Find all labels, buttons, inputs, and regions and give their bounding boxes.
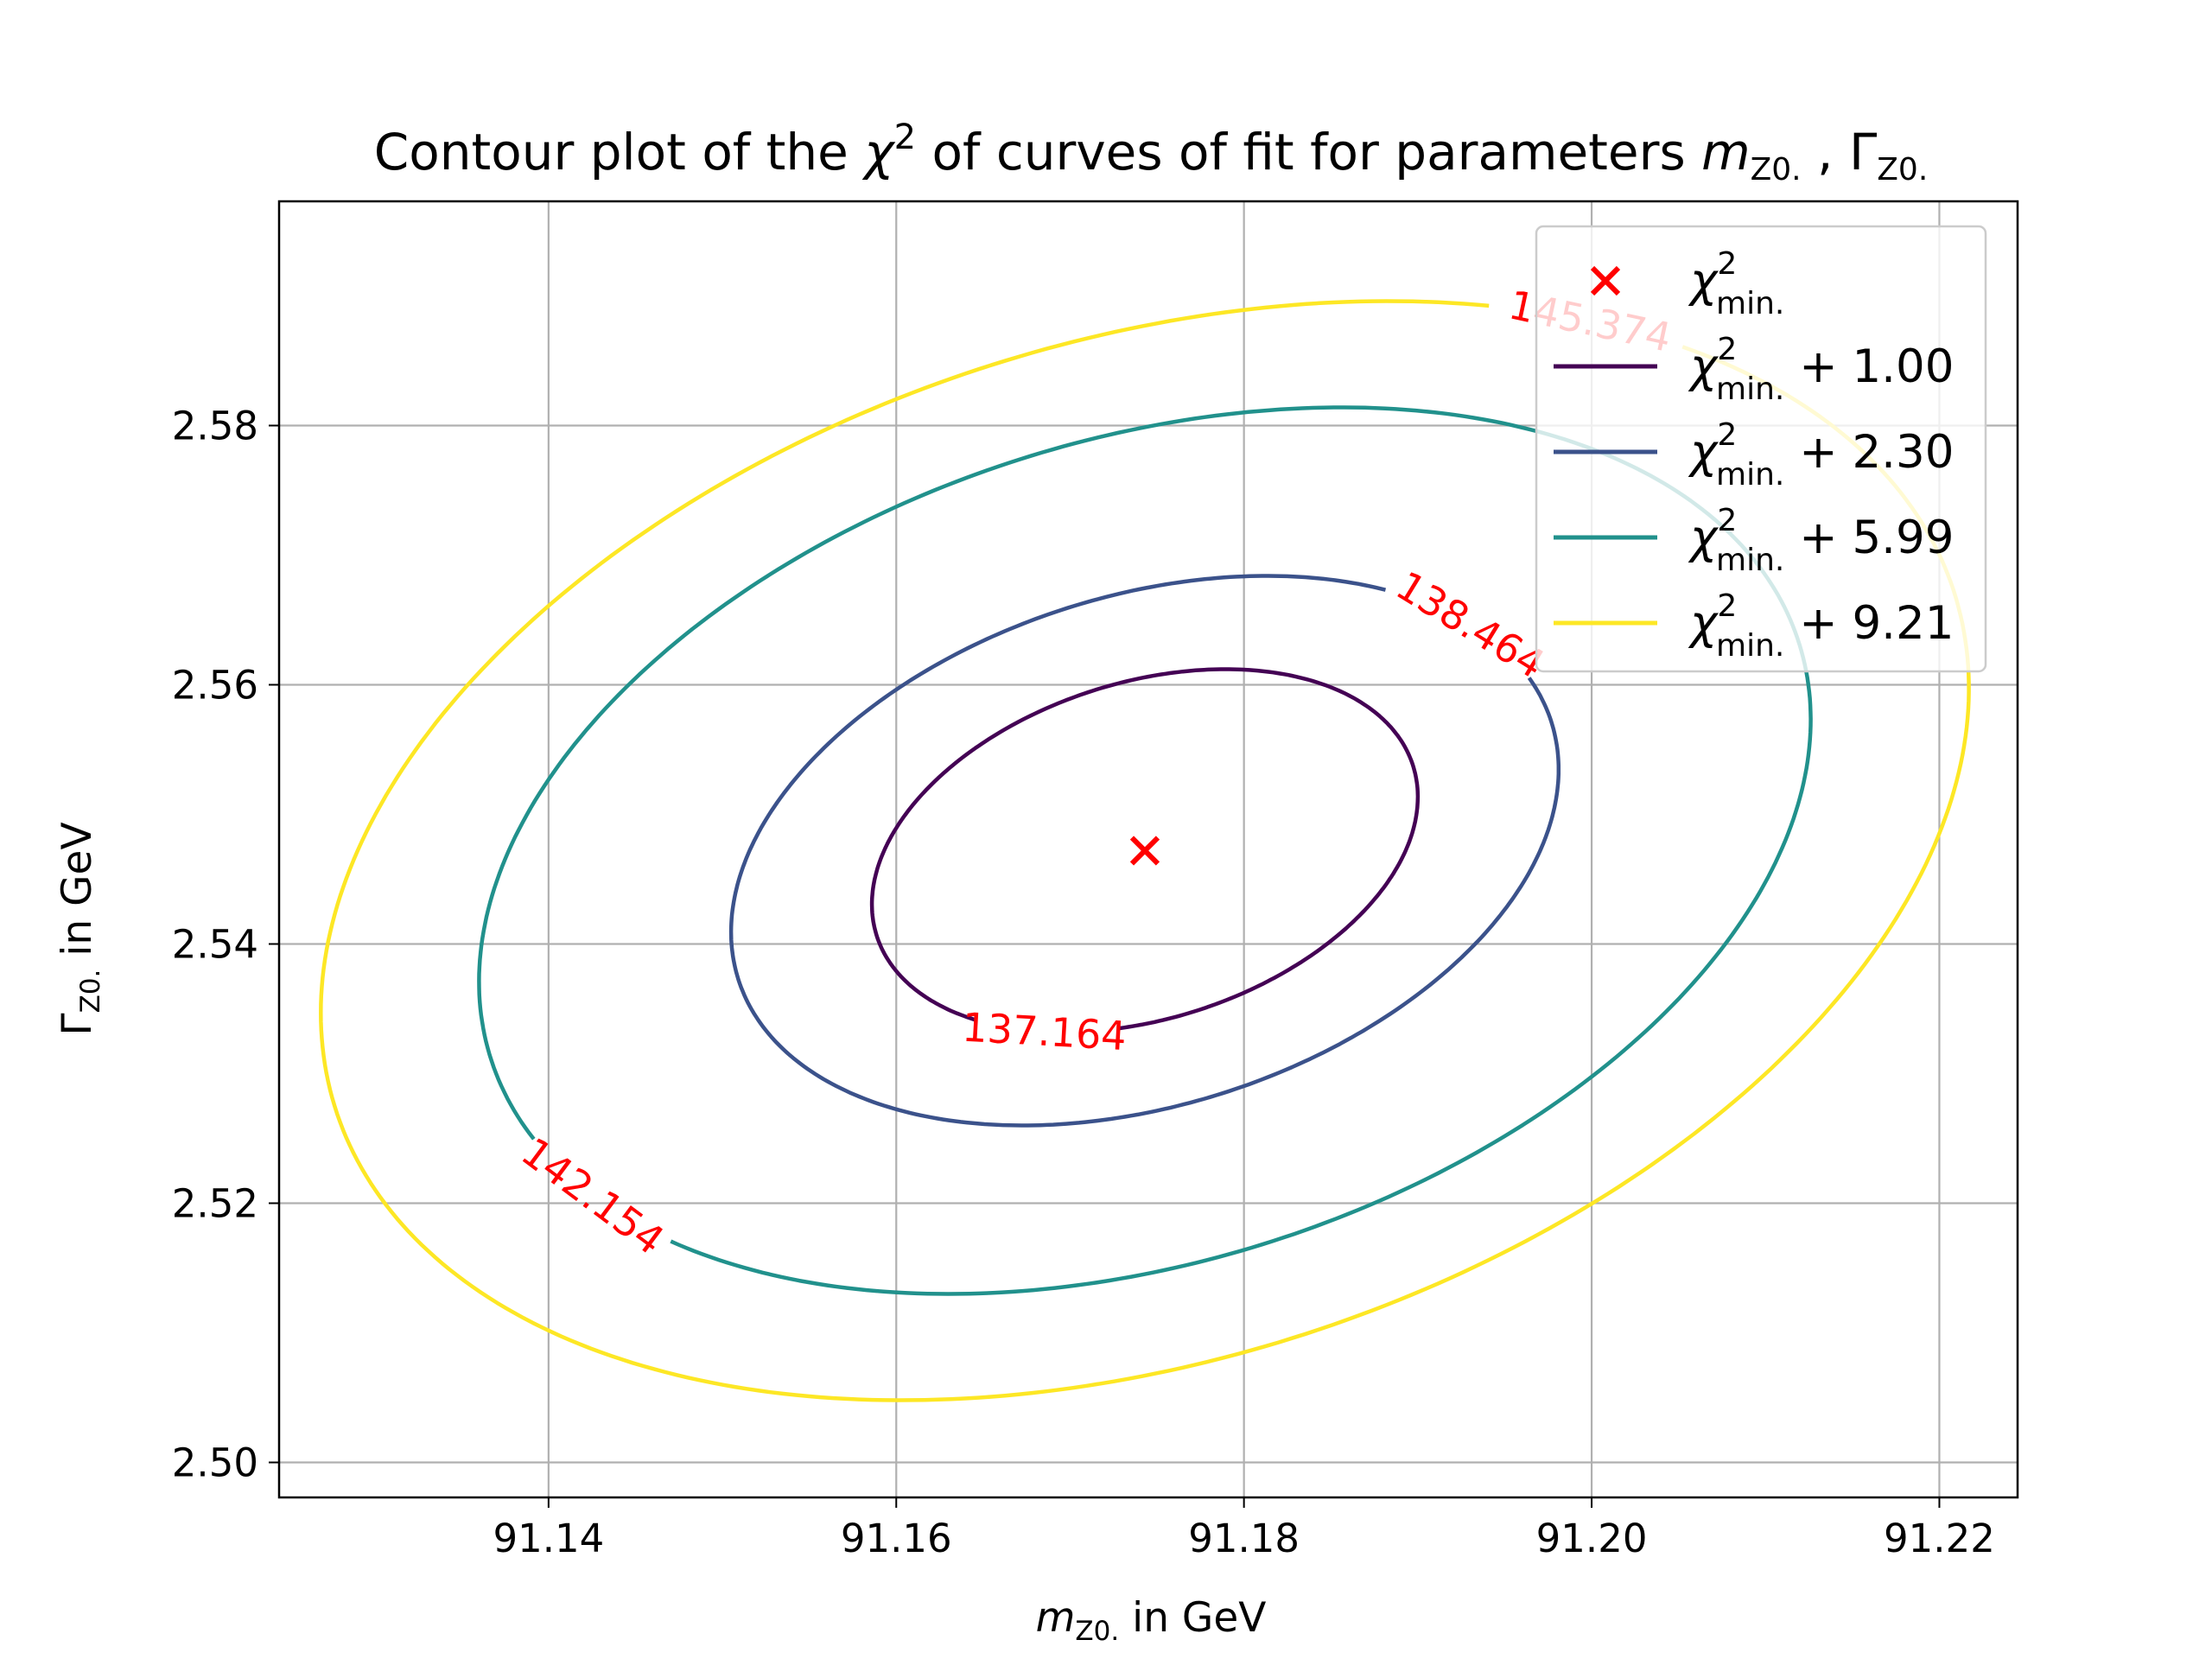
x-axis-label-sub: Z0. (1075, 1616, 1119, 1647)
y-tick-label: 2.56 (172, 663, 258, 709)
contour-line (319, 299, 1971, 1402)
x-axis-label: mZ0. in GeV (1036, 1594, 1267, 1647)
title-m: m (1701, 123, 1751, 181)
chi2-minimum-marker (1129, 836, 1160, 866)
chart-title: Contour plot of the χ2 of curves of fit … (374, 118, 1929, 188)
contour-line (869, 667, 1421, 1031)
y-axis-label-unit: in GeV (54, 822, 101, 969)
title-gamma: Γ (1849, 123, 1877, 181)
legend-box (1535, 225, 1987, 673)
y-axis-label-var: Γ (54, 1013, 101, 1035)
title-chi-sup: 2 (894, 118, 916, 157)
axis-ticks: 91.14 91.16 91.18 91.20 91.22 2.50 2.52 2.54 2.5… (172, 404, 1995, 1562)
y-tick-label: 2.54 (172, 922, 258, 968)
x-tick-label: 91.22 (1884, 1516, 1995, 1561)
y-tick-label: 2.52 (172, 1181, 258, 1227)
plot-frame (277, 200, 2019, 1499)
contour-line (728, 574, 1561, 1128)
title-chi: χ (861, 123, 896, 181)
x-tick-label: 91.14 (493, 1516, 604, 1561)
legend-entry-label: χ2 min. (1688, 246, 1784, 321)
legend-entry-label: χ2 min. + 1.00 (1688, 332, 1954, 407)
x-tick-label: 91.16 (841, 1516, 952, 1561)
x-tick-label: 91.20 (1536, 1516, 1648, 1561)
minimum-marker-stroke (1129, 836, 1160, 866)
y-axis-label: ΓZ0. in GeV (54, 822, 106, 1035)
contour-label: 137.164 (961, 1004, 1128, 1060)
title-gamma-sub: Z0. (1877, 152, 1928, 188)
title-prefix: Contour plot of the (374, 123, 865, 181)
legend-entry-label: χ2 min. + 9.21 (1688, 588, 1954, 664)
x-axis-label-unit: in GeV (1119, 1594, 1266, 1642)
legend: χ2 min. χ2 min. + 1.00 χ2 min. + 2.30 χ2 min. +… (1535, 225, 1987, 673)
legend-entry-label: χ2 min. + 2.30 (1688, 417, 1954, 493)
y-tick-label: 2.50 (172, 1440, 258, 1486)
legend-entry-label: χ2 min. + 5.99 (1688, 503, 1954, 578)
x-tick-label: 91.18 (1188, 1516, 1300, 1561)
x-axis-label-var: m (1036, 1594, 1076, 1642)
y-tick-label: 2.58 (172, 404, 258, 449)
title-sep: , (1802, 123, 1849, 181)
y-axis-label-sub: Z0. (75, 969, 106, 1014)
title-m-sub: Z0. (1751, 152, 1802, 188)
legend-marker-x (1590, 265, 1621, 296)
title-middle: of curves of fit for parameters (916, 123, 1701, 181)
